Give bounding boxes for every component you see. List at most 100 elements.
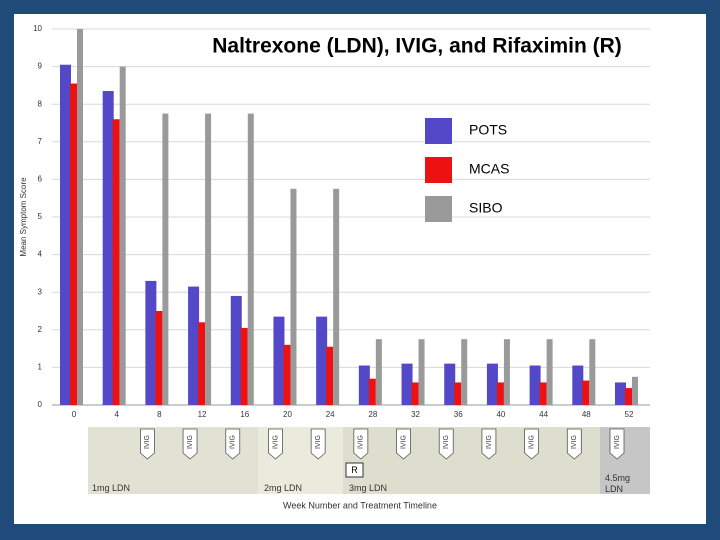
phase-label: 3mg LDN <box>349 483 388 493</box>
ivig-tag <box>609 428 625 460</box>
bar <box>418 339 425 405</box>
ivig-label: IVIG <box>144 435 151 449</box>
bar <box>358 365 370 405</box>
bar <box>589 339 596 405</box>
bar <box>240 327 248 405</box>
bar <box>615 382 626 405</box>
y-tick-label: 7 <box>38 137 43 146</box>
x-tick-label: 48 <box>582 410 591 419</box>
timeline-phase <box>343 427 600 494</box>
bar <box>230 295 242 405</box>
y-axis-label: Mean Symptom Score <box>19 177 28 257</box>
y-tick-label: 2 <box>38 325 43 334</box>
ivig-label: IVIG <box>358 435 365 449</box>
chart-title: Naltrexone (LDN), IVIG, and Rifaximin (R… <box>212 35 622 58</box>
x-tick-label: 32 <box>411 410 420 419</box>
ivig-label: IVIG <box>400 435 407 449</box>
rifaximin-label: R <box>351 465 358 475</box>
y-tick-label: 10 <box>33 24 42 33</box>
x-tick-label: 36 <box>454 410 463 419</box>
x-tick-label: 24 <box>326 410 335 419</box>
y-tick-label: 6 <box>38 175 43 184</box>
phase-label: 2mg LDN <box>264 483 303 493</box>
x-axis-label: Week Number and Treatment Timeline <box>283 500 437 510</box>
bar <box>316 316 328 405</box>
bar <box>247 113 254 405</box>
bar <box>582 380 590 405</box>
y-tick-label: 4 <box>38 250 43 259</box>
ivig-label: IVIG <box>230 435 237 449</box>
ivig-tag <box>481 428 497 460</box>
y-tick-label: 1 <box>38 363 43 372</box>
bar <box>454 382 462 405</box>
bar <box>375 339 382 405</box>
ivig-label: IVIG <box>528 435 535 449</box>
bar <box>102 91 114 405</box>
timeline-phase <box>600 427 650 494</box>
bar <box>145 280 157 405</box>
bar <box>162 113 169 405</box>
rifaximin-box <box>345 462 364 478</box>
ivig-tag <box>353 428 369 460</box>
bar <box>496 382 504 405</box>
ivig-label: IVIG <box>443 435 450 449</box>
x-tick-label: 8 <box>157 410 162 419</box>
bar <box>546 339 553 405</box>
ivig-label: IVIG <box>272 435 279 449</box>
x-tick-label: 52 <box>625 410 634 419</box>
y-tick-label: 3 <box>38 287 43 296</box>
x-tick-label: 44 <box>539 410 548 419</box>
ivig-label: IVIG <box>614 435 621 449</box>
y-tick-label: 5 <box>38 212 43 221</box>
bar <box>205 113 212 405</box>
phase-label: 1mg LDN <box>92 483 131 493</box>
bar <box>632 376 638 405</box>
bar <box>273 316 285 405</box>
bar <box>60 64 71 405</box>
bar <box>401 363 413 405</box>
ivig-label: IVIG <box>571 435 578 449</box>
y-tick-label: 8 <box>38 99 43 108</box>
bar <box>198 322 206 405</box>
x-tick-label: 4 <box>114 410 119 419</box>
ivig-tag <box>310 428 326 460</box>
ivig-label: IVIG <box>486 435 493 449</box>
bar <box>411 382 419 405</box>
bar <box>155 311 163 405</box>
bar <box>333 188 340 405</box>
bar <box>119 66 126 405</box>
ivig-tag <box>438 428 454 460</box>
x-tick-label: 0 <box>72 410 77 419</box>
ivig-label: IVIG <box>187 435 194 449</box>
ivig-tag <box>396 428 411 460</box>
ivig-tag <box>225 428 241 460</box>
bar <box>486 363 498 405</box>
y-tick-label: 0 <box>38 400 43 409</box>
bar <box>503 339 510 405</box>
legend-swatch <box>425 118 452 144</box>
ivig-tag <box>268 428 283 460</box>
bar <box>529 365 541 405</box>
bar <box>326 346 334 405</box>
y-tick-label: 9 <box>38 62 43 71</box>
bar <box>444 363 456 405</box>
bar <box>77 29 83 405</box>
phase-label: 4.5mg LDN <box>605 473 631 494</box>
bar <box>539 382 547 405</box>
bar <box>625 388 632 405</box>
bar <box>290 188 297 405</box>
bar <box>461 339 468 405</box>
ivig-tag <box>566 428 582 460</box>
ivig-label: IVIG <box>315 435 322 449</box>
bar <box>112 119 120 406</box>
ivig-tag <box>182 428 198 460</box>
legend-swatch <box>425 157 452 183</box>
x-tick-label: 28 <box>368 410 377 419</box>
bar <box>572 365 584 405</box>
legend-swatch <box>425 196 452 222</box>
legend-label: MCAS <box>469 161 509 177</box>
x-tick-label: 16 <box>240 410 249 419</box>
ivig-tag <box>524 428 540 460</box>
